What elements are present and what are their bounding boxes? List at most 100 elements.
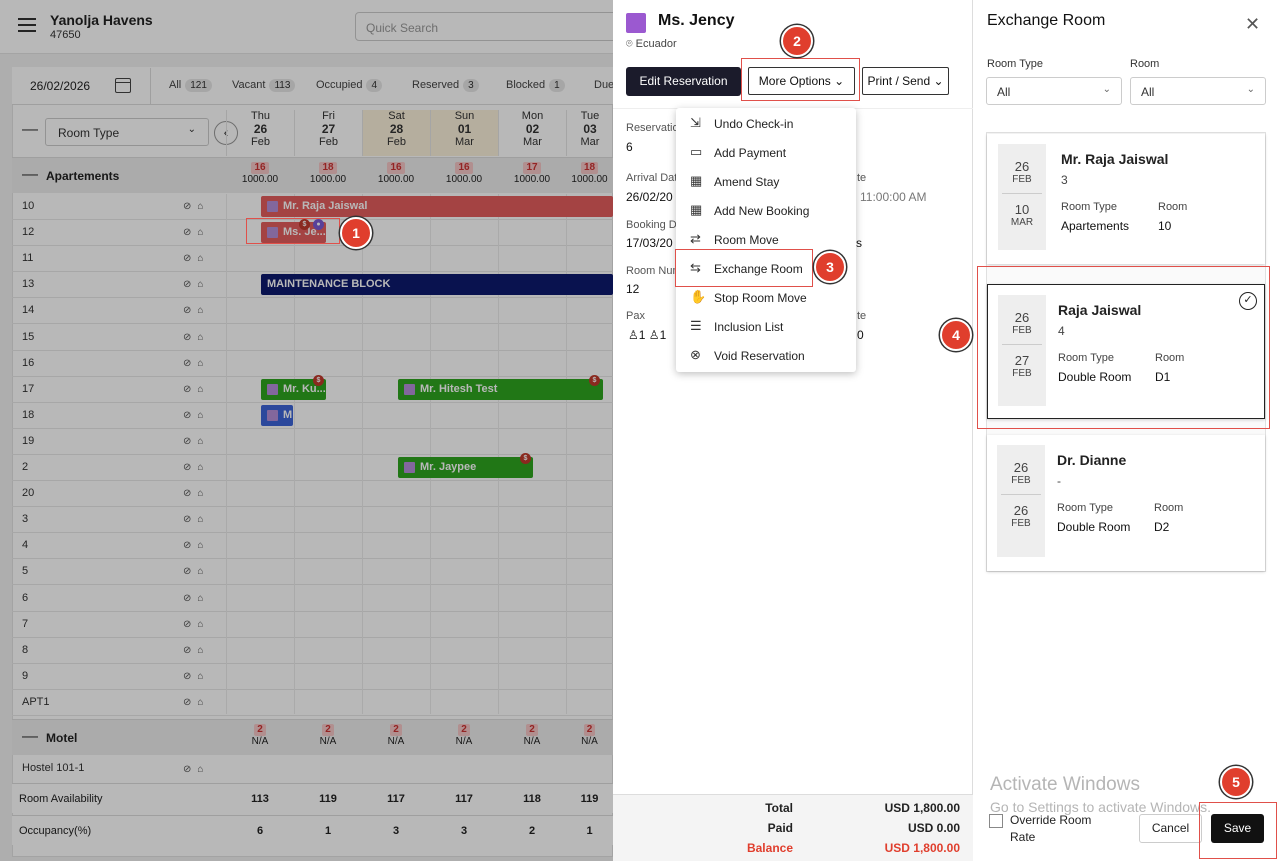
room-label: APT1 — [22, 696, 50, 708]
collapse-group-icon[interactable]: — — [22, 728, 38, 745]
print-send-button[interactable]: Print / Send ⌄ — [862, 67, 949, 95]
field-label: Pax — [626, 310, 645, 322]
availability-cell: 119 — [319, 793, 337, 805]
room-type-value: Double Room — [1057, 520, 1131, 534]
motel-day-count: 2 N/A — [387, 724, 405, 747]
room-status-icons: ⊘⌂ — [183, 305, 210, 316]
balance-value: USD 1,800.00 — [884, 841, 960, 855]
menu-item[interactable]: ✋ Stop Room Move — [690, 289, 807, 306]
menu-item[interactable]: ▦ Add New Booking — [690, 202, 810, 219]
date-value[interactable]: 26/02/2026 — [30, 79, 91, 93]
guest-name: Raja Jaiswal — [1058, 302, 1142, 318]
guest-name: Dr. Dianne — [1057, 452, 1127, 468]
maintenance-block[interactable]: MAINTENANCE BLOCK — [261, 274, 613, 295]
filter-vacant[interactable]: Vacant 113 — [232, 79, 296, 92]
field-value: 12 — [626, 282, 640, 296]
reservation-number: 4 — [1058, 324, 1065, 338]
highlight-box — [1199, 802, 1277, 859]
field-value: 11:00:00 AM — [860, 190, 927, 204]
room-status-icons: ⊘⌂ — [183, 540, 210, 551]
override-rate-checkbox[interactable] — [989, 814, 1003, 828]
highlight-box — [741, 58, 860, 101]
row-divider — [12, 480, 613, 481]
filter-occupied[interactable]: Occupied 4 — [316, 79, 383, 92]
room-status-icons: ⊘⌂ — [183, 358, 210, 369]
row-divider — [12, 271, 613, 272]
occupancy-row: Occupancy(%) 6 1 3 3 2 1 — [12, 815, 613, 845]
cancel-button[interactable]: Cancel — [1139, 814, 1202, 843]
motel-day-count: 2 N/A — [581, 724, 598, 747]
check-circle-icon: ✓ — [1239, 292, 1257, 310]
close-icon[interactable]: ✕ — [1245, 14, 1261, 34]
booking-bar[interactable]: Mr. Hitesh Test — [398, 379, 603, 400]
menu-item[interactable]: ▭ Add Payment — [690, 144, 787, 161]
date-range: 26 FEB 26 FEB — [997, 445, 1045, 557]
room-status-icons: ⊘⌂ — [183, 566, 210, 577]
save-button[interactable]: Save — [1211, 814, 1264, 843]
room-card[interactable]: 26 FEB 27 FEB Raja Jaiswal 4 Room Type Double R… — [987, 284, 1265, 419]
room-card[interactable]: 26 FEB 10 MAR Mr. Raja Jaiswal 3 Room Type Apar… — [987, 134, 1265, 264]
dollar-icon: $ — [299, 219, 310, 230]
row-divider — [12, 219, 613, 220]
field-label: Arrival Dat — [626, 172, 678, 184]
room-label: Room — [1158, 201, 1188, 213]
menu-icon[interactable] — [18, 18, 36, 32]
day-count: 16 1000.00 — [377, 162, 415, 185]
dollar-icon: $ — [520, 453, 531, 464]
field-value: 17/03/20 — [626, 236, 673, 250]
room-label: 16 — [22, 357, 35, 369]
filter-due[interactable]: Due — [594, 79, 615, 91]
row-divider — [12, 715, 613, 716]
menu-item[interactable]: ☰ Inclusion List — [690, 318, 784, 335]
pax-value: ♙1 ♙1 — [628, 328, 667, 342]
more-options-button[interactable]: More Options ⌄ — [748, 67, 855, 95]
row-divider — [12, 454, 613, 455]
menu-item[interactable]: ⇆ Exchange Room — [690, 260, 803, 277]
menu-item[interactable]: ▦ Amend Stay — [690, 173, 780, 190]
collapse-all-icon[interactable]: — — [22, 121, 38, 138]
room-status-icons: ⊘⌂ — [183, 384, 210, 395]
calendar-icon[interactable] — [115, 78, 131, 93]
row-label: Room Availability — [19, 793, 103, 805]
booking-bar[interactable]: Mr. Ku... — [261, 379, 326, 400]
reservation-number: 3 — [1061, 173, 1068, 187]
room-select[interactable]: All ⌄ — [1130, 77, 1266, 105]
filter-blocked[interactable]: Blocked 1 — [506, 79, 565, 92]
filter-all[interactable]: All 121 — [169, 79, 212, 92]
modal-overlay[interactable] — [0, 0, 613, 861]
field-label: Reservation — [626, 122, 685, 134]
collapse-group-icon[interactable]: — — [22, 166, 38, 183]
row-divider — [12, 689, 613, 690]
filter-reserved[interactable]: Reserved 3 — [412, 79, 479, 92]
room-status-icons: ⊘⌂ — [183, 201, 210, 212]
menu-item[interactable]: ⇄ Room Move — [690, 231, 779, 248]
day-count: 16 1000.00 — [241, 162, 279, 185]
total-value: USD 1,800.00 — [884, 801, 960, 815]
building-icon — [267, 410, 278, 421]
booking-bar[interactable]: Mr. Raja Jaiswal — [261, 196, 613, 217]
room-type-label: Room Type — [1057, 502, 1114, 514]
step-marker: 2 — [781, 25, 813, 57]
bed-exchange-icon: ⇆ — [690, 260, 701, 275]
availability-cell: 118 — [523, 793, 541, 805]
row-divider — [12, 297, 613, 298]
column-divider — [294, 194, 295, 714]
menu-item[interactable]: ⊗ Void Reservation — [690, 347, 805, 364]
booking-bar[interactable]: M — [261, 405, 293, 426]
room-type-select[interactable]: Room Type ⌄ — [45, 118, 209, 146]
row-divider — [12, 506, 613, 507]
balance-label: Balance — [746, 841, 793, 855]
watermark-title: Activate Windows — [990, 774, 1140, 795]
booking-bar[interactable]: Mr. Jaypee — [398, 457, 533, 478]
guest-name: Ms. Jency — [658, 12, 735, 29]
building-icon — [267, 201, 278, 212]
dollar-icon: $ — [313, 375, 324, 386]
menu-item[interactable]: ⇲ Undo Check-in — [690, 115, 794, 132]
group-row-apartments — [12, 157, 613, 193]
edit-reservation-button[interactable]: Edit Reservation — [626, 67, 741, 96]
motel-day-count: 2 N/A — [455, 724, 473, 747]
watermark-subtitle: Go to Settings to activate Windows. — [990, 799, 1211, 815]
room-card[interactable]: 26 FEB 26 FEB Dr. Dianne - Room Type Double Roo… — [987, 435, 1265, 571]
room-type-select[interactable]: All ⌄ — [986, 77, 1122, 105]
room-label: 3 — [22, 513, 29, 525]
